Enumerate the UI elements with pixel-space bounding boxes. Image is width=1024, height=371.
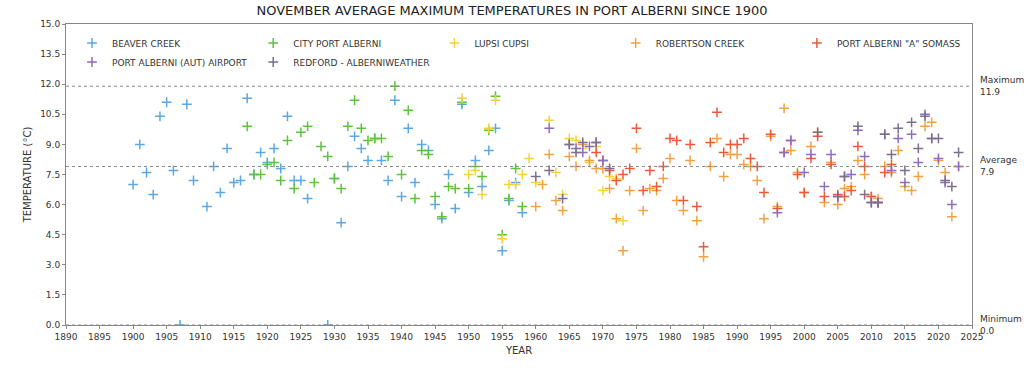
svg-text:6.0: 6.0	[46, 200, 61, 210]
svg-text:1890: 1890	[55, 332, 78, 342]
svg-text:1915: 1915	[222, 332, 245, 342]
svg-text:1985: 1985	[692, 332, 715, 342]
svg-text:2005: 2005	[826, 332, 849, 342]
svg-text:1960: 1960	[524, 332, 547, 342]
svg-text:2000: 2000	[793, 332, 816, 342]
svg-text:REDFORD - ALBERNIWEATHER: REDFORD - ALBERNIWEATHER	[293, 58, 429, 68]
svg-text:1910: 1910	[189, 332, 212, 342]
svg-text:1965: 1965	[558, 332, 581, 342]
svg-text:1970: 1970	[591, 332, 614, 342]
svg-text:2025: 2025	[961, 332, 984, 342]
svg-text:2010: 2010	[860, 332, 883, 342]
svg-text:1925: 1925	[289, 332, 312, 342]
svg-text:1935: 1935	[357, 332, 380, 342]
svg-text:PORT ALBERNI "A" SOMASS: PORT ALBERNI "A" SOMASS	[837, 39, 961, 49]
svg-text:1945: 1945	[424, 332, 447, 342]
svg-text:2015: 2015	[893, 332, 916, 342]
svg-text:1950: 1950	[457, 332, 480, 342]
svg-text:12.0: 12.0	[40, 79, 60, 89]
svg-text:1895: 1895	[88, 332, 111, 342]
svg-text:LUPSI CUPSI: LUPSI CUPSI	[474, 39, 528, 49]
svg-text:0.0: 0.0	[46, 320, 61, 330]
svg-text:1980: 1980	[659, 332, 682, 342]
svg-text:7.5: 7.5	[46, 170, 60, 180]
svg-text:1930: 1930	[323, 332, 346, 342]
svg-text:Minimum0.0: Minimum0.0	[980, 314, 1022, 336]
svg-text:1995: 1995	[759, 332, 782, 342]
svg-text:4.5: 4.5	[46, 230, 60, 240]
svg-text:13.5: 13.5	[40, 49, 60, 59]
svg-text:1905: 1905	[155, 332, 178, 342]
svg-text:1975: 1975	[625, 332, 648, 342]
svg-text:3.0: 3.0	[46, 260, 61, 270]
svg-text:ROBERTSON CREEK: ROBERTSON CREEK	[656, 39, 746, 49]
svg-text:CITY PORT ALBERNI: CITY PORT ALBERNI	[293, 39, 381, 49]
svg-text:PORT ALBERNI (AUT) AIRPORT: PORT ALBERNI (AUT) AIRPORT	[112, 58, 247, 68]
svg-text:Average7.9: Average7.9	[980, 155, 1017, 177]
svg-text:NOVEMBER AVERAGE MAXIMUM TEMPE: NOVEMBER AVERAGE MAXIMUM TEMPERATURES IN…	[256, 3, 767, 18]
svg-text:1.5: 1.5	[46, 290, 60, 300]
svg-text:1940: 1940	[390, 332, 413, 342]
svg-text:TEMPERATURE (°C): TEMPERATURE (°C)	[22, 127, 33, 224]
svg-text:YEAR: YEAR	[505, 345, 532, 356]
svg-text:1990: 1990	[726, 332, 749, 342]
svg-text:2020: 2020	[927, 332, 950, 342]
svg-text:BEAVER CREEK: BEAVER CREEK	[112, 39, 181, 49]
svg-text:1920: 1920	[256, 332, 279, 342]
svg-text:9.0: 9.0	[46, 140, 61, 150]
svg-text:15.0: 15.0	[40, 19, 60, 29]
svg-text:1955: 1955	[491, 332, 514, 342]
svg-text:Maximum11.9: Maximum11.9	[980, 75, 1024, 97]
svg-text:1900: 1900	[122, 332, 145, 342]
svg-text:10.5: 10.5	[40, 109, 60, 119]
